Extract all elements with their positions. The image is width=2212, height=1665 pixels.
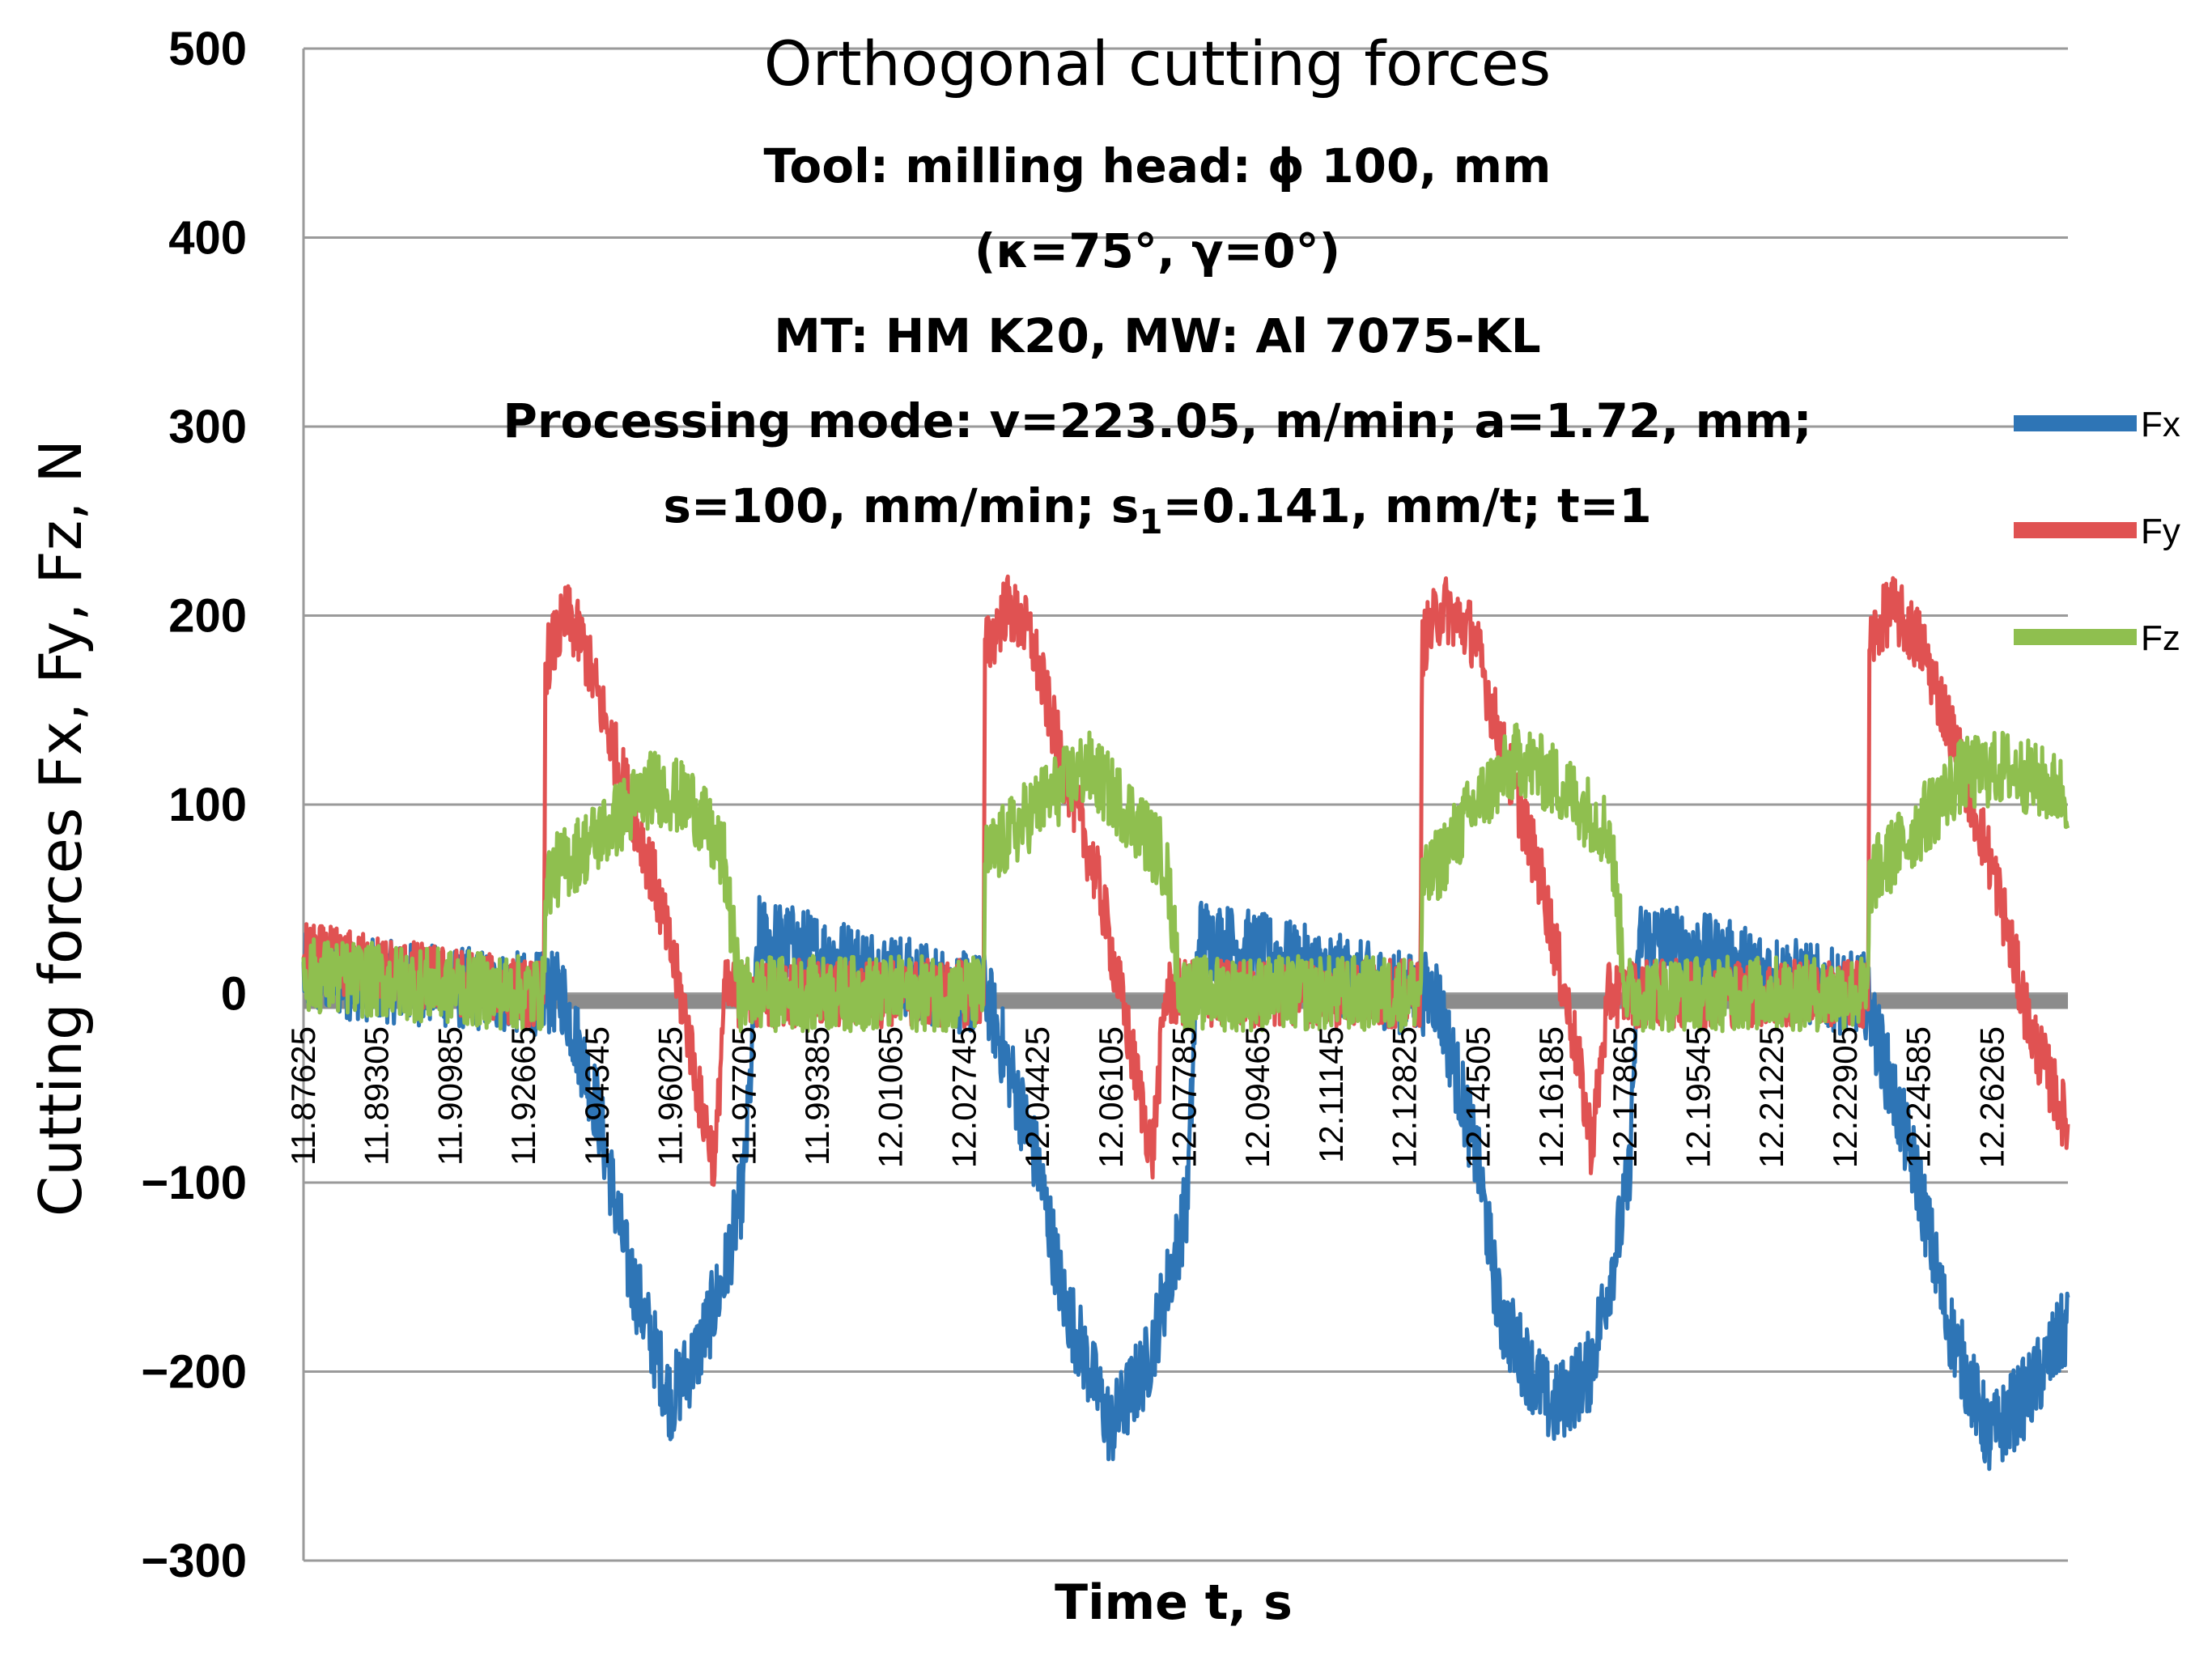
y-tick-label: 400 <box>168 212 247 265</box>
subtitle-line-1: Tool: milling head: ϕ 100, mm <box>763 138 1551 193</box>
y-tick-label: 500 <box>168 23 247 75</box>
x-tick-label: 11.97705 <box>724 1026 762 1166</box>
legend-label-fy: Fy <box>2141 512 2180 551</box>
x-tick-label: 11.99385 <box>798 1026 836 1166</box>
x-tick-label: 12.24585 <box>1900 1026 1938 1168</box>
legend: Fx Fy Fz <box>2014 405 2180 658</box>
y-axis-label: Cutting forces Fx, Fy, Fz, N <box>27 440 95 1217</box>
x-axis-label: Time t, s <box>1055 1574 1293 1631</box>
x-tick-label: 11.92665 <box>504 1026 542 1166</box>
x-tick-label: 11.96025 <box>652 1026 690 1166</box>
y-axis-ticks: 500 400 300 200 100 0 −100 −200 −300 <box>141 23 247 1587</box>
x-tick-label: 12.21225 <box>1752 1026 1790 1168</box>
x-tick-label: 12.09465 <box>1238 1026 1276 1168</box>
series-lines <box>301 574 2070 1472</box>
subtitle-line-5: s=100, mm/min; s1=0.141, mm/t; t=1 <box>663 478 1651 542</box>
y-tick-label: −200 <box>141 1346 247 1399</box>
legend-label-fx: Fx <box>2141 405 2180 444</box>
x-tick-label: 12.11145 <box>1312 1026 1350 1163</box>
legend-label-fz: Fz <box>2141 618 2180 658</box>
x-tick-label: 12.12825 <box>1386 1026 1424 1168</box>
subtitle-line-3: MT: HM K20, MW: Al 7075-KL <box>774 308 1540 363</box>
x-tick-label: 11.89305 <box>358 1026 396 1166</box>
x-tick-label: 12.26265 <box>1972 1026 2010 1168</box>
x-tick-label: 11.87625 <box>284 1026 322 1166</box>
y-tick-label: 100 <box>168 779 247 831</box>
x-tick-label: 12.02745 <box>945 1026 983 1168</box>
x-axis-ticks: 11.87625 11.89305 11.90985 11.92665 11.94345… <box>284 1026 2010 1168</box>
subtitle-line-5-part-b: =0.141, mm/t; t=1 <box>1163 478 1652 533</box>
x-tick-label: 12.04425 <box>1018 1026 1056 1168</box>
x-tick-label: 12.06105 <box>1092 1026 1130 1168</box>
y-tick-label: 200 <box>168 590 247 643</box>
x-tick-label: 12.01065 <box>872 1026 910 1168</box>
x-tick-label: 12.19545 <box>1679 1026 1717 1168</box>
subtitle-line-5-subscript: 1 <box>1139 502 1162 542</box>
x-tick-label: 12.16185 <box>1532 1026 1570 1168</box>
chart-title: Orthogonal cutting forces <box>764 28 1552 100</box>
y-tick-label: 300 <box>168 401 247 453</box>
y-tick-label: 0 <box>221 968 247 1021</box>
subtitle-line-5-part-a: s=100, mm/min; s <box>663 478 1139 533</box>
x-tick-label: 11.90985 <box>431 1026 469 1166</box>
subtitle-line-4: Processing mode: v=223.05, m/min; a=1.72… <box>503 393 1811 448</box>
y-tick-label: −100 <box>141 1157 247 1209</box>
x-tick-label: 12.22905 <box>1826 1026 1864 1168</box>
x-tick-label: 12.14505 <box>1458 1026 1497 1168</box>
x-tick-label: 12.17865 <box>1606 1026 1644 1168</box>
x-tick-label: 11.94345 <box>578 1026 616 1166</box>
x-tick-label: 12.07785 <box>1165 1026 1204 1168</box>
subtitle-line-2: (κ=75°, γ=0°) <box>974 223 1340 278</box>
y-tick-label: −300 <box>141 1535 247 1587</box>
series-line-fz <box>301 722 2070 1034</box>
